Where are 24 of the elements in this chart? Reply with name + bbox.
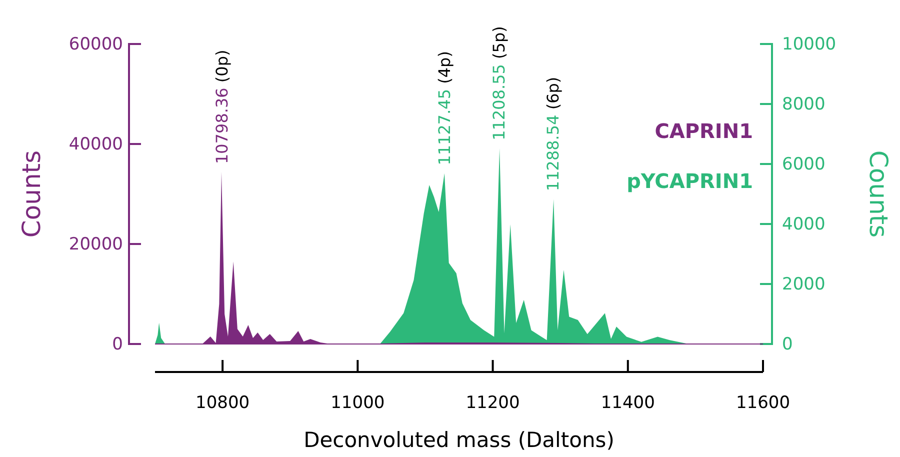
y2-tick-label: 6000 — [782, 154, 826, 174]
x-tick-label: 11400 — [600, 393, 655, 414]
annotation: 11127.45 (4p) — [434, 51, 454, 166]
y2-tick-label: 2000 — [782, 274, 826, 294]
annotation: 11208.55 (5p) — [490, 26, 509, 140]
y-axis-title: Counts — [17, 150, 46, 238]
y2-tick-label: 4000 — [782, 214, 826, 234]
y2-axis-title: Counts — [864, 150, 893, 238]
text: pYCAPRIN1 — [626, 169, 753, 193]
x-axis-title: Deconvoluted mass (Daltons) — [304, 428, 614, 452]
y-tick-label: 60000 — [68, 34, 123, 54]
y2-tick-label: 0 — [782, 334, 793, 354]
x-tick-label: 11000 — [330, 393, 385, 414]
y2-tick-label: 10000 — [782, 34, 836, 54]
y-tick-label: 20000 — [68, 234, 123, 254]
annotation: 11288.54 (6p) — [544, 76, 563, 192]
y-tick-label: 0 — [112, 334, 123, 354]
text: CAPRIN1 — [654, 119, 753, 143]
x-tick-label: 11600 — [736, 393, 790, 414]
y-tick-label: 40000 — [68, 134, 123, 154]
y2-tick-label: 8000 — [782, 94, 826, 114]
annotation: 10798.36 (0p) — [212, 50, 232, 164]
x-tick-label: 10800 — [196, 393, 250, 414]
x-tick-label: 11200 — [466, 393, 520, 414]
